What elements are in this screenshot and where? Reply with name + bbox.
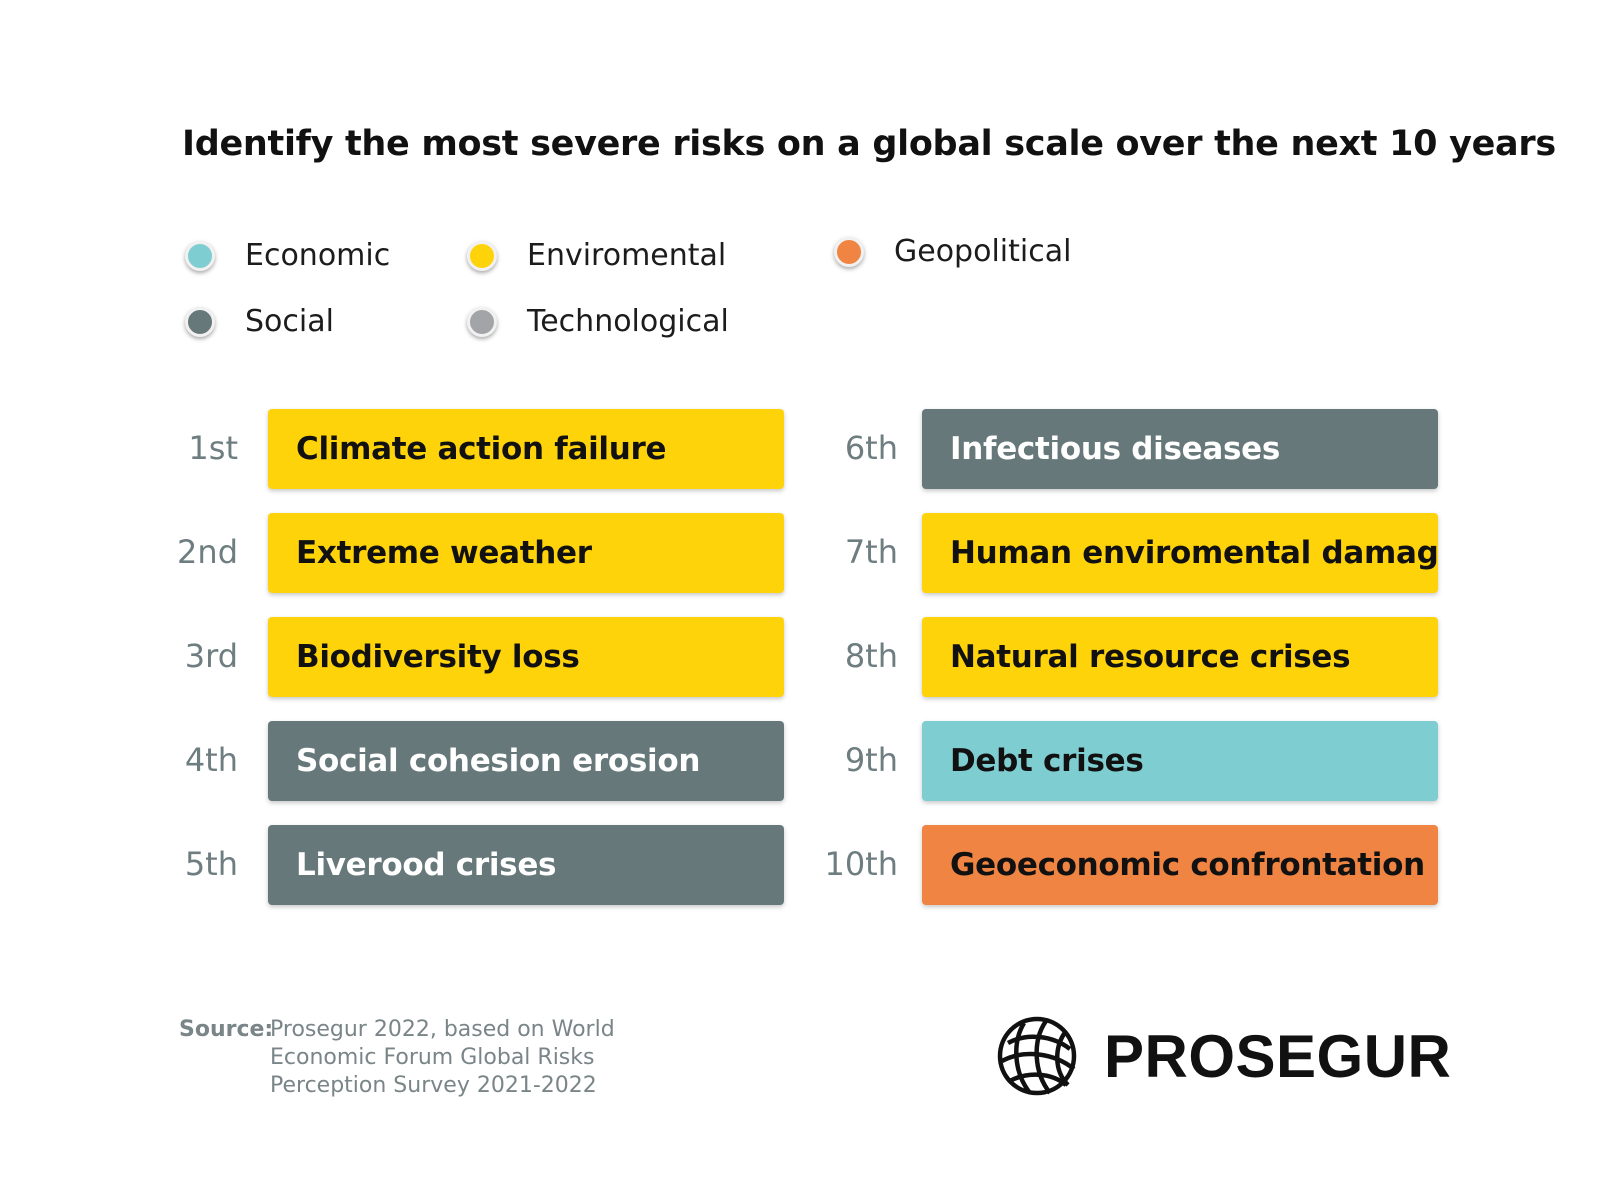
risk-label: Climate action failure: [296, 431, 667, 467]
legend-dot-economic: [185, 240, 215, 271]
risk-bar: Infectious diseases: [922, 409, 1438, 489]
risk-label: Human enviromental damage: [950, 535, 1438, 571]
risk-bar: Debt crises: [922, 721, 1438, 801]
legend-label-social: Social: [245, 304, 334, 339]
source-text: Prosegur 2022, based on World Economic F…: [270, 1017, 615, 1098]
rank-label: 7th: [844, 533, 898, 571]
prosegur-logo: PROSEGUR: [996, 1015, 1451, 1097]
risk-bar: Climate action failure: [268, 409, 784, 489]
risk-label: Extreme weather: [296, 535, 592, 571]
legend-item-enviromental: Enviromental: [467, 238, 726, 273]
risk-bar: Geoeconomic confrontation: [922, 825, 1438, 905]
risk-bar: Natural resource crises: [922, 617, 1438, 697]
legend-label-economic: Economic: [245, 238, 391, 273]
rank-label: 3rd: [184, 637, 238, 675]
risk-label: Infectious diseases: [950, 431, 1280, 467]
legend-item-economic: Economic: [185, 238, 390, 273]
legend-dot-social: [185, 306, 215, 337]
rank-label: 5th: [184, 845, 238, 883]
rank-label: 1st: [188, 429, 238, 467]
risk-bar: Biodiversity loss: [268, 617, 784, 697]
legend-dot-geopolitical: [834, 236, 864, 267]
logo-text: PROSEGUR: [1104, 1022, 1452, 1090]
risk-label: Geoeconomic confrontation: [950, 847, 1425, 883]
risk-bar: Liverood crises: [268, 825, 784, 905]
risk-label: Social cohesion erosion: [296, 743, 701, 779]
source-label: Source:: [179, 1017, 274, 1042]
legend-label-geopolitical: Geopolitical: [894, 234, 1072, 269]
rank-label: 10th: [824, 845, 898, 883]
rank-label: 6th: [844, 429, 898, 467]
risk-label: Biodiversity loss: [296, 639, 580, 675]
rank-label: 8th: [844, 637, 898, 675]
globe-icon: [997, 1016, 1077, 1096]
rank-label: 4th: [184, 741, 238, 779]
legend-dot-enviromental: [467, 240, 497, 271]
legend-item-social: Social: [185, 304, 334, 339]
legend-item-technological: Technological: [467, 304, 729, 339]
risk-bar: Extreme weather: [268, 513, 784, 593]
chart-title: Identify the most severe risks on a glob…: [182, 124, 1556, 164]
source-note: Source:Prosegur 2022, based on World Eco…: [179, 1016, 630, 1100]
risk-label: Debt crises: [950, 743, 1144, 779]
legend-label-technological: Technological: [527, 304, 729, 339]
risk-bar: Social cohesion erosion: [268, 721, 784, 801]
legend-label-enviromental: Enviromental: [527, 238, 727, 273]
legend-dot-technological: [467, 306, 497, 337]
risk-label: Liverood crises: [296, 847, 557, 883]
rank-label: 2nd: [177, 533, 238, 571]
risk-bar: Human enviromental damage: [922, 513, 1438, 593]
rank-label: 9th: [844, 741, 898, 779]
risk-label: Natural resource crises: [950, 639, 1351, 675]
legend-item-geopolitical: Geopolitical: [834, 234, 1071, 269]
